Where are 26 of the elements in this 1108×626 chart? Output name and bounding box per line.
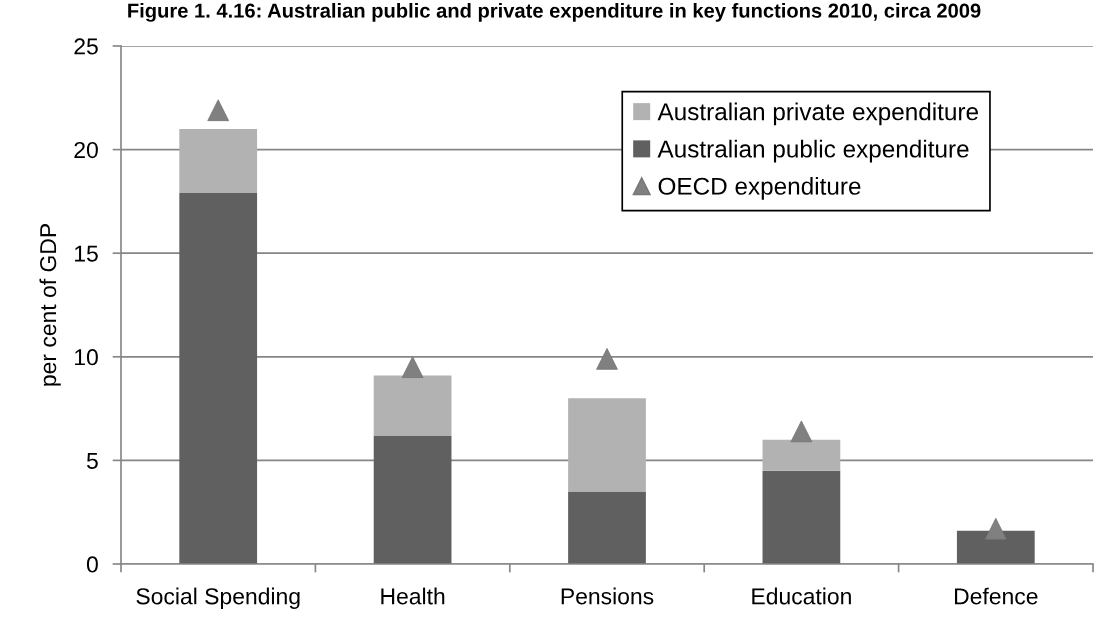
x-tick-label: Education	[752, 587, 851, 605]
bar	[762, 439, 841, 471]
x-tick-label: Social Spending	[136, 587, 300, 609]
bar	[179, 128, 258, 194]
y-tick-label: 15	[75, 245, 98, 262]
bar	[762, 470, 841, 564]
legend-label: OECD expenditure	[658, 177, 861, 200]
y-tick-label: 10	[75, 349, 98, 366]
x-tick-label: Pensions	[561, 587, 654, 605]
y-axis-title: per cent of GDP	[39, 224, 61, 386]
x-tick-label: Health	[381, 587, 445, 605]
legend-label: Australian private expenditure	[657, 102, 978, 126]
x-tick-label: Defence	[955, 587, 1038, 605]
bar	[373, 375, 452, 436]
bar	[956, 530, 1035, 564]
y-tick-label: 20	[74, 141, 98, 159]
point	[790, 420, 813, 443]
chart-title: Figure 1. 4.16: Australian public and private expenditure in key functions 2010, circa 2009	[128, 3, 981, 22]
bar	[373, 435, 452, 564]
y-tick-label: 0	[86, 556, 98, 573]
y-tick-label: 25	[74, 38, 98, 55]
bar	[568, 398, 646, 492]
y-tick-label: 5	[86, 452, 98, 469]
bar	[179, 193, 258, 564]
legend-label: Australian public expenditure	[657, 139, 969, 163]
bar	[568, 491, 646, 564]
